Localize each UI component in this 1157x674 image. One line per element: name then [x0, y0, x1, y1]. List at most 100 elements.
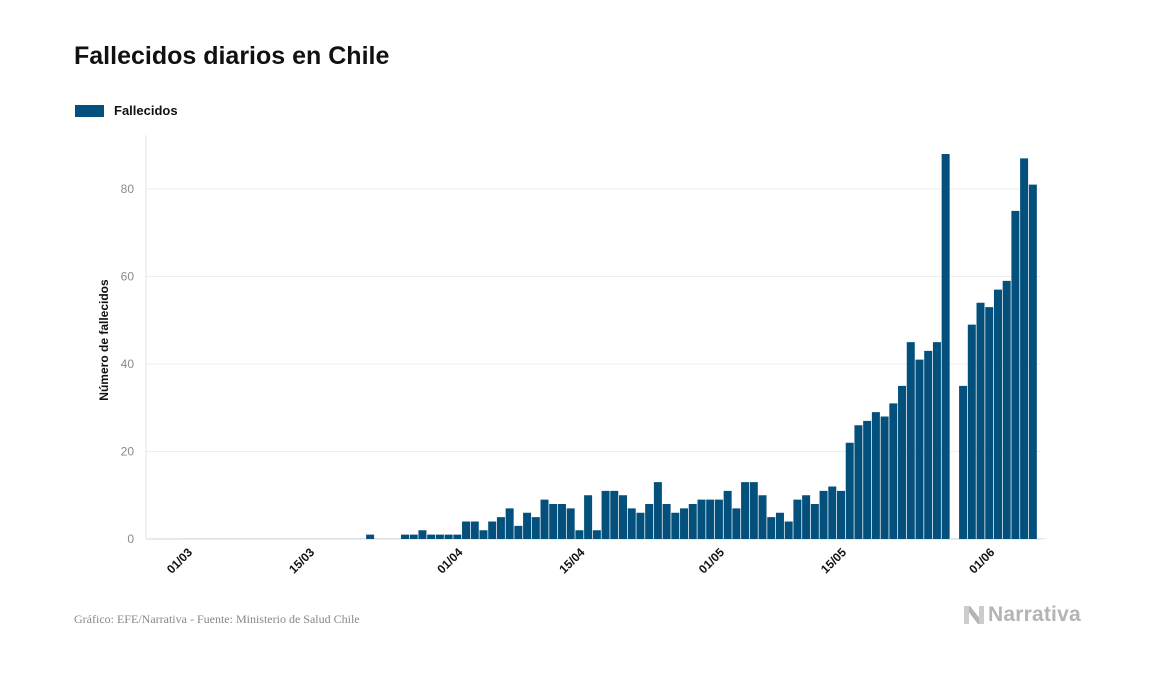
bar — [932, 342, 941, 539]
bar — [767, 517, 776, 539]
bar — [732, 508, 741, 539]
bar — [854, 425, 863, 539]
bar — [941, 154, 950, 539]
bar — [592, 530, 601, 539]
bar — [1028, 184, 1037, 539]
bar — [863, 420, 872, 539]
bar — [444, 534, 453, 539]
source-credit: Gráfico: EFE/Narrativa - Fuente: Ministe… — [74, 612, 360, 626]
bar — [758, 495, 767, 539]
bar — [845, 442, 854, 539]
bar — [261, 538, 270, 539]
bar — [496, 517, 505, 539]
x-tick-label: 01/03 — [164, 545, 195, 576]
x-axis-ticks: 01/03 15/03 01/04 15/04 01/05 15/05 01/06 — [164, 545, 998, 576]
bar — [418, 530, 427, 539]
bar — [383, 538, 392, 539]
gridlines — [145, 135, 1041, 540]
bar — [191, 538, 200, 539]
bar — [313, 538, 322, 539]
bar — [200, 538, 209, 539]
bar — [871, 412, 880, 539]
bar — [967, 324, 976, 539]
y-tick-label: 20 — [121, 445, 135, 459]
bar — [401, 534, 409, 539]
bar — [1011, 210, 1020, 539]
y-axis-ticks: 0 20 40 60 80 — [121, 182, 135, 546]
bar — [296, 538, 305, 539]
bar — [697, 499, 706, 539]
bar — [627, 508, 636, 539]
y-tick-label: 60 — [121, 270, 135, 284]
bar — [523, 512, 532, 539]
x-tick-label: 01/04 — [434, 545, 465, 576]
x-tick-label: 15/03 — [286, 545, 317, 576]
bar — [706, 499, 715, 539]
bar — [505, 508, 514, 539]
bar — [339, 538, 348, 539]
bar — [244, 538, 253, 539]
bar — [723, 490, 732, 539]
bar — [470, 521, 479, 539]
bar — [819, 490, 828, 539]
bar — [714, 499, 723, 539]
bar — [584, 495, 593, 539]
bar — [374, 538, 383, 539]
bar — [305, 538, 314, 539]
bar — [950, 538, 959, 539]
y-tick-label: 0 — [127, 532, 134, 546]
y-axis-label: Número de fallecidos — [97, 279, 111, 401]
bar — [427, 534, 436, 539]
bar — [610, 490, 619, 539]
bar — [366, 534, 375, 539]
bar — [357, 538, 366, 539]
bar — [688, 504, 697, 539]
bar — [898, 385, 907, 539]
x-tick-label: 15/04 — [556, 545, 587, 576]
bar — [993, 289, 1002, 539]
bar — [566, 508, 575, 539]
bar — [985, 307, 994, 539]
bar — [915, 359, 924, 539]
bar — [270, 538, 279, 539]
bar — [453, 534, 462, 539]
bar — [880, 416, 889, 539]
bar — [680, 508, 689, 539]
bar — [810, 504, 819, 539]
bar — [976, 302, 985, 539]
narrativa-n-icon — [964, 606, 984, 624]
bar — [741, 482, 750, 539]
bar — [749, 482, 758, 539]
bar — [1037, 538, 1046, 539]
legend-swatch — [75, 104, 104, 117]
bar — [802, 495, 811, 539]
bar — [514, 525, 523, 539]
bar — [671, 512, 680, 539]
bar — [662, 504, 671, 539]
bar — [409, 534, 418, 539]
bar — [645, 504, 654, 539]
bar — [392, 538, 401, 539]
bar — [1002, 280, 1011, 539]
bar — [959, 385, 968, 539]
bar — [557, 504, 566, 539]
bar — [1020, 158, 1029, 539]
bar — [226, 538, 235, 539]
chart-title: Fallecidos diarios en Chile — [74, 42, 390, 70]
bar — [252, 538, 261, 539]
bar — [906, 342, 915, 539]
bar — [488, 521, 497, 539]
x-tick-label: 01/05 — [696, 545, 727, 576]
x-tick-label: 01/06 — [966, 545, 997, 576]
bar — [287, 538, 296, 539]
bar — [775, 512, 784, 539]
bar — [348, 538, 357, 539]
legend-label: Fallecidos — [114, 103, 178, 118]
bar — [549, 504, 558, 539]
bar — [435, 534, 444, 539]
logo-text: Narrativa — [988, 603, 1081, 626]
bar — [793, 499, 802, 539]
bar — [889, 403, 898, 539]
bar — [479, 530, 488, 539]
bar — [540, 499, 549, 539]
